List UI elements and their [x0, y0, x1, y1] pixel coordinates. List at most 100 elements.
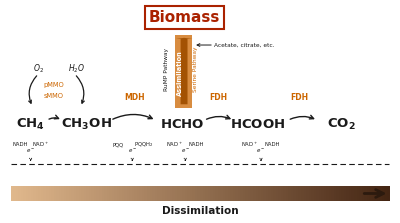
Bar: [175, 186, 178, 201]
Bar: [165, 186, 168, 201]
Text: Acetate, citrate, etc.: Acetate, citrate, etc.: [214, 43, 274, 47]
Bar: [256, 186, 258, 201]
Bar: [352, 186, 354, 201]
Bar: [324, 186, 327, 201]
Bar: [192, 186, 195, 201]
Bar: [296, 186, 299, 201]
Text: NADH: NADH: [188, 142, 204, 147]
Bar: [273, 186, 276, 201]
Bar: [316, 186, 319, 201]
Bar: [210, 186, 213, 201]
Text: RuMP Pathway: RuMP Pathway: [164, 48, 169, 91]
Bar: [114, 186, 117, 201]
Bar: [89, 186, 92, 201]
Bar: [349, 186, 352, 201]
Bar: [144, 186, 147, 201]
Bar: [152, 186, 155, 201]
Text: $O_2$: $O_2$: [33, 62, 44, 74]
Bar: [291, 186, 294, 201]
Bar: [213, 186, 216, 201]
Text: $\mathbf{HCOOH}$: $\mathbf{HCOOH}$: [230, 118, 286, 131]
Bar: [308, 186, 312, 201]
Bar: [154, 186, 158, 201]
Bar: [215, 186, 218, 201]
Text: PQQ: PQQ: [113, 142, 124, 147]
Bar: [225, 186, 228, 201]
Text: NADH: NADH: [13, 142, 28, 147]
Bar: [367, 186, 370, 201]
Text: Assimilation: Assimilation: [177, 50, 183, 96]
Bar: [117, 186, 120, 201]
Text: $\mathbf{CH_3OH}$: $\mathbf{CH_3OH}$: [61, 117, 112, 132]
Bar: [66, 186, 69, 201]
Bar: [162, 186, 165, 201]
Bar: [339, 186, 342, 201]
Bar: [286, 186, 289, 201]
Bar: [132, 186, 135, 201]
Bar: [134, 186, 137, 201]
Text: NAD$^+$: NAD$^+$: [32, 140, 49, 149]
Bar: [124, 186, 127, 201]
Bar: [260, 186, 264, 201]
Bar: [218, 186, 220, 201]
Bar: [86, 186, 89, 201]
Bar: [84, 186, 87, 201]
Bar: [51, 186, 54, 201]
Bar: [94, 186, 97, 201]
Bar: [268, 186, 271, 201]
Bar: [354, 186, 357, 201]
Bar: [46, 186, 49, 201]
Bar: [281, 186, 284, 201]
Text: $e^-$: $e^-$: [26, 147, 35, 155]
Bar: [79, 186, 82, 201]
Bar: [331, 186, 334, 201]
Bar: [74, 186, 77, 201]
Text: $e^-$: $e^-$: [256, 147, 266, 155]
Bar: [31, 186, 34, 201]
Bar: [382, 186, 385, 201]
Bar: [59, 186, 62, 201]
Bar: [258, 186, 261, 201]
Bar: [321, 186, 324, 201]
Bar: [250, 186, 254, 201]
Bar: [266, 186, 268, 201]
Bar: [298, 186, 301, 201]
Bar: [167, 186, 170, 201]
Bar: [208, 186, 210, 201]
Bar: [129, 186, 132, 201]
Bar: [122, 186, 125, 201]
Bar: [38, 186, 41, 201]
Bar: [200, 186, 203, 201]
Text: NADH: NADH: [264, 142, 280, 147]
Bar: [104, 186, 107, 201]
Bar: [157, 186, 160, 201]
Bar: [41, 186, 44, 201]
Bar: [137, 186, 140, 201]
Bar: [276, 186, 279, 201]
Bar: [160, 186, 162, 201]
Bar: [238, 186, 241, 201]
Bar: [230, 186, 233, 201]
Bar: [150, 186, 152, 201]
Bar: [182, 186, 185, 201]
Bar: [16, 186, 19, 201]
Bar: [329, 186, 332, 201]
Text: NAD$^+$: NAD$^+$: [166, 140, 183, 149]
Bar: [142, 186, 145, 201]
Bar: [387, 186, 390, 201]
Bar: [233, 186, 236, 201]
Text: Biomass: Biomass: [148, 10, 220, 25]
Bar: [170, 186, 173, 201]
Bar: [11, 186, 14, 201]
Bar: [180, 186, 183, 201]
Text: pMMO: pMMO: [43, 82, 64, 88]
Bar: [263, 186, 266, 201]
Bar: [283, 186, 286, 201]
Bar: [177, 186, 180, 201]
Bar: [26, 186, 29, 201]
Bar: [311, 186, 314, 201]
Bar: [205, 186, 208, 201]
Bar: [102, 186, 104, 201]
Bar: [190, 186, 193, 201]
Bar: [61, 186, 64, 201]
